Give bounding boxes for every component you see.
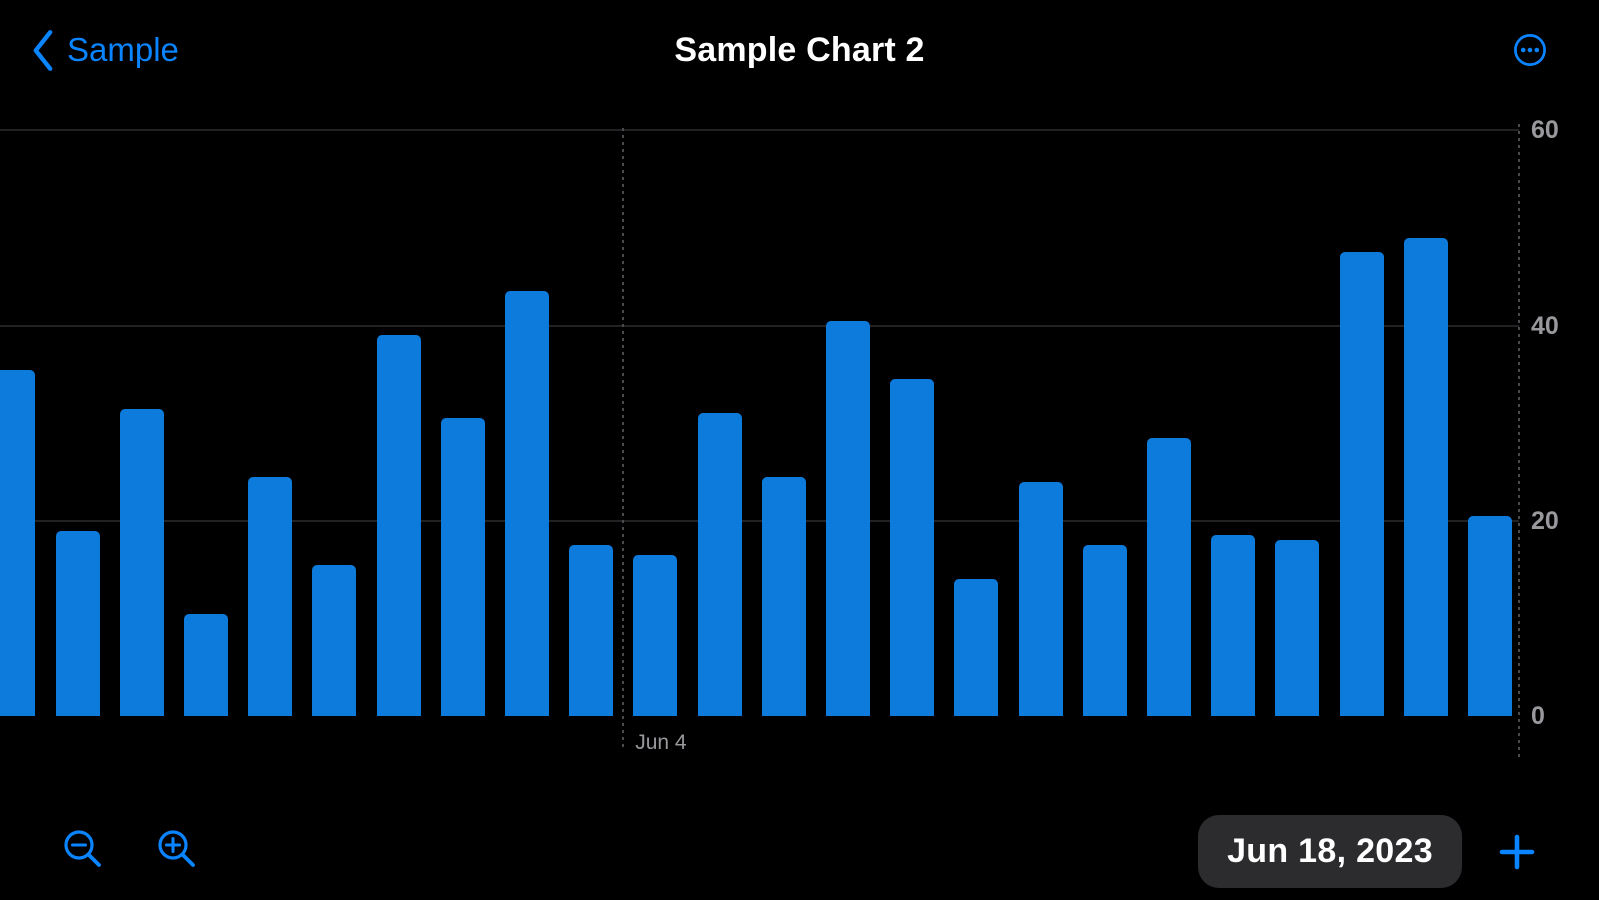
bar (1082, 545, 1127, 716)
bar (248, 476, 293, 716)
horizontal-gridline (0, 129, 1519, 132)
horizontal-gridline (0, 324, 1519, 327)
back-button[interactable]: Sample (30, 26, 179, 74)
bar (0, 369, 36, 716)
y-axis-tick-label: 40 (1531, 311, 1559, 340)
date-picker-label: Jun 18, 2023 (1227, 832, 1433, 870)
bar (183, 613, 228, 716)
chevron-left-icon (30, 28, 55, 73)
nav-bar: Sample Sample Chart 2 (0, 0, 1599, 100)
bar (569, 545, 614, 716)
magnifier-plus-icon (155, 827, 199, 871)
horizontal-gridline (0, 519, 1519, 522)
bar (697, 413, 742, 716)
y-axis-tick-label: 20 (1531, 506, 1559, 535)
more-menu-button[interactable] (1512, 32, 1550, 70)
bar (376, 335, 421, 716)
bar (1211, 535, 1256, 716)
bar (633, 554, 678, 716)
add-button[interactable] (1498, 833, 1536, 871)
y-axis-tick-label: 0 (1531, 702, 1545, 730)
ellipsis-circle-icon (1512, 32, 1550, 68)
magnifier-minus-icon (61, 827, 105, 871)
x-gridline (622, 128, 625, 750)
bar (1018, 481, 1063, 716)
zoom-out-button[interactable] (61, 827, 105, 871)
bar (1339, 252, 1384, 716)
plus-icon (1498, 833, 1536, 871)
page-title: Sample Chart 2 (674, 31, 925, 69)
y-axis-tick-label: 60 (1531, 116, 1559, 145)
bar (890, 379, 935, 716)
bar (1146, 437, 1191, 716)
bar (440, 418, 485, 716)
zoom-in-button[interactable] (155, 827, 199, 871)
bar (119, 408, 164, 716)
bar (1467, 515, 1512, 716)
bar (504, 291, 549, 716)
bar (954, 579, 999, 716)
bar (1275, 540, 1320, 716)
bar (761, 476, 806, 716)
bar (1403, 237, 1448, 716)
date-picker-button[interactable]: Jun 18, 2023 (1198, 815, 1462, 888)
x-axis-tick-label: Jun 4 (635, 731, 687, 754)
bar (312, 564, 357, 716)
bar (825, 320, 870, 716)
back-button-label: Sample (67, 31, 179, 68)
bar (55, 530, 100, 716)
y-axis-line (1518, 124, 1520, 758)
